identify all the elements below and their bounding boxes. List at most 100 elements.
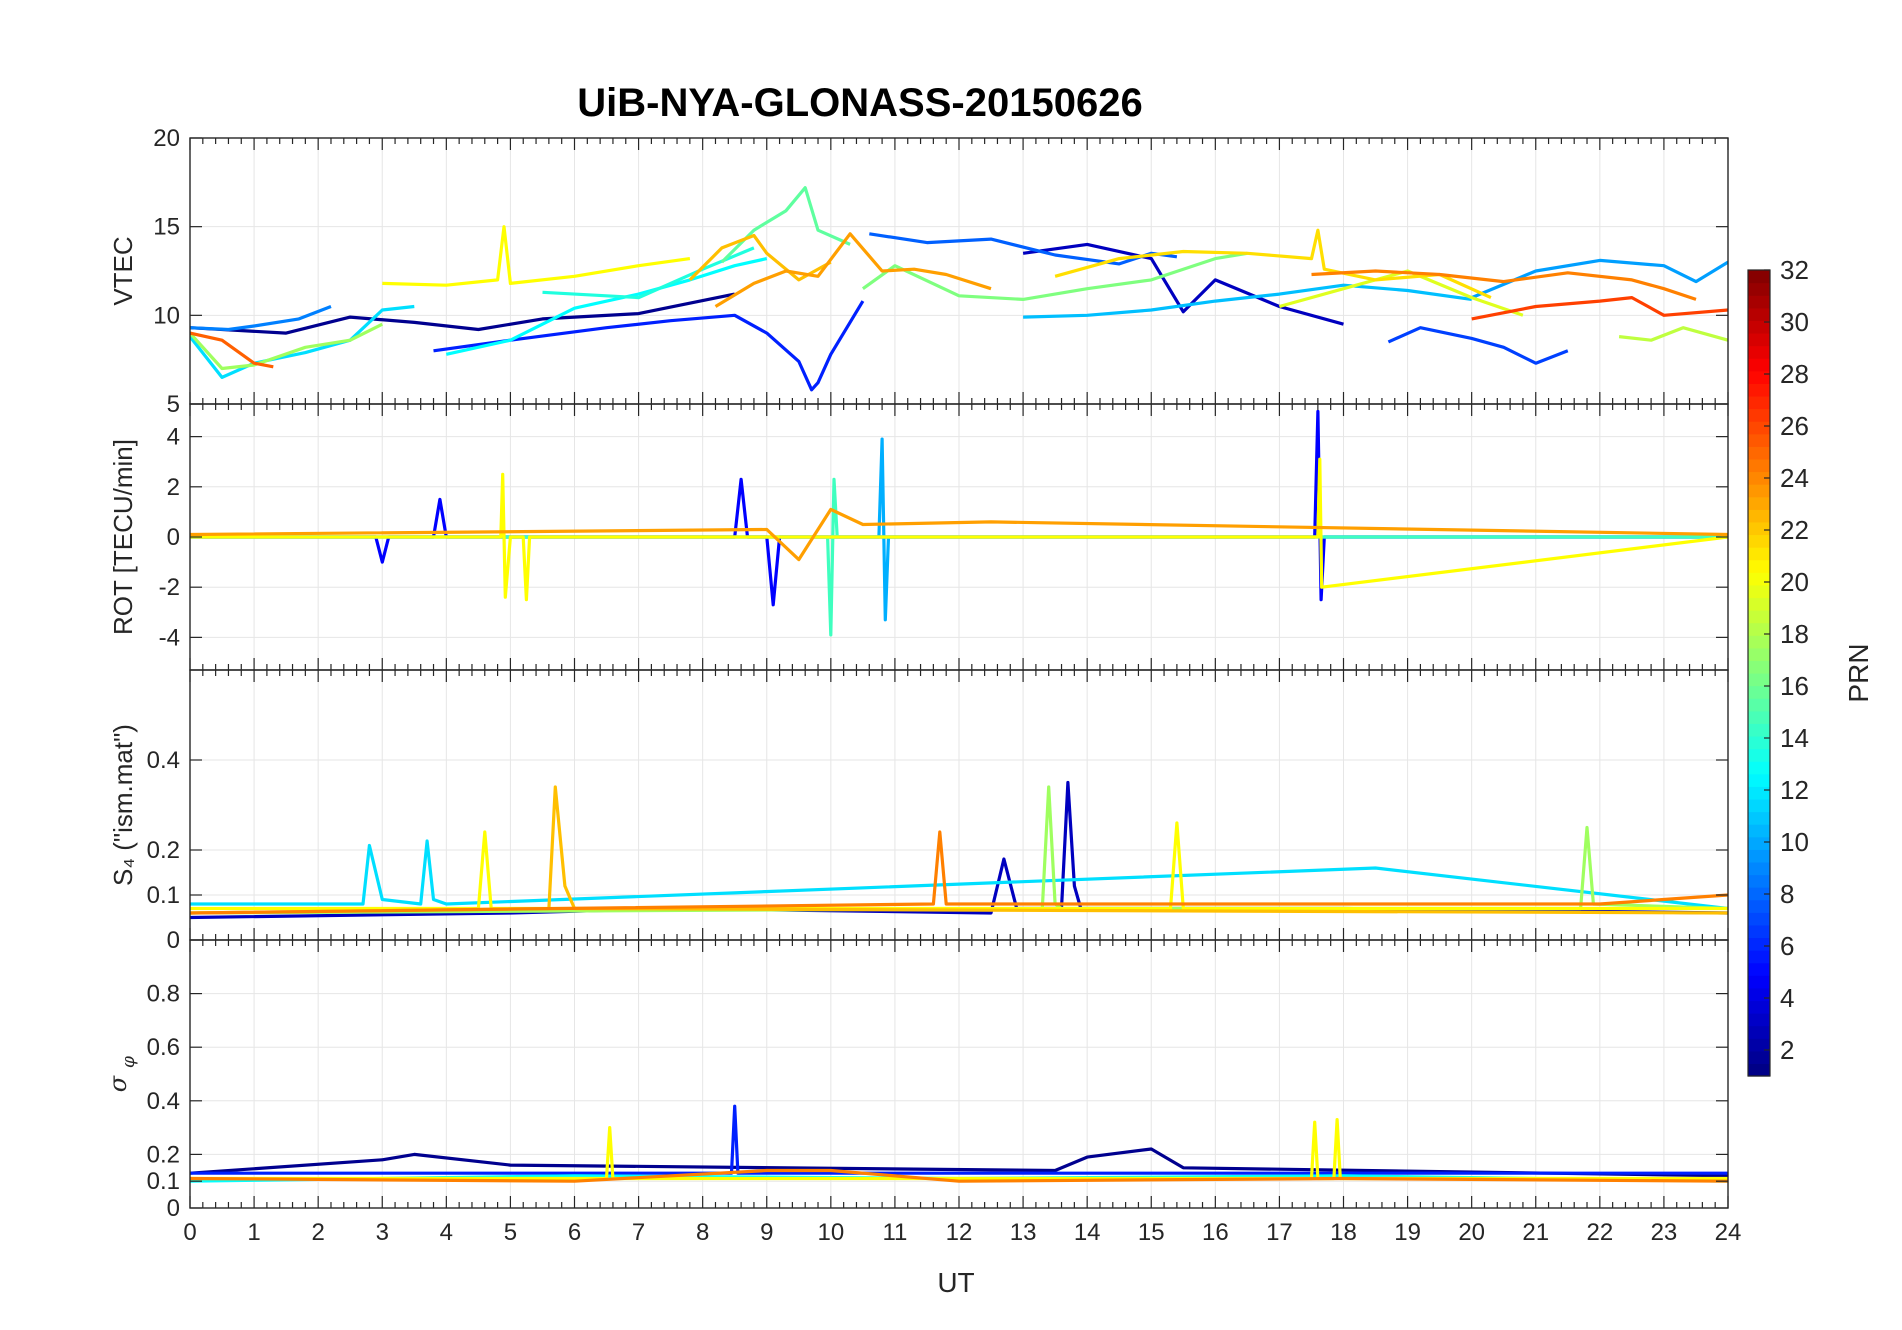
- colorbar-segment: [1748, 433, 1770, 447]
- colorbar-segment: [1748, 471, 1770, 485]
- series-line-prn-26: [1471, 296, 1728, 321]
- colorbar-segment: [1748, 887, 1770, 901]
- colorbar-tick-label: 4: [1780, 983, 1794, 1013]
- colorbar-segment: [1748, 899, 1770, 913]
- colorbar-segment: [1748, 295, 1770, 309]
- y-axis-label-vtec: VTEC: [108, 236, 138, 305]
- series-line-prn-24: [190, 1168, 1728, 1183]
- series-line-prn-13: [542, 246, 755, 300]
- colorbar-segment: [1748, 547, 1770, 561]
- colorbar-segment: [1748, 320, 1770, 334]
- series-group-sigma_phi: [190, 1104, 1728, 1183]
- colorbar-segment: [1748, 912, 1770, 926]
- series-line-prn-20: [382, 225, 691, 287]
- colorbar-segment: [1748, 723, 1770, 737]
- colorbar-segment: [1748, 521, 1770, 536]
- colorbar-segment: [1748, 861, 1770, 876]
- y-tick-label: 0.1: [147, 882, 180, 909]
- colorbar-segment: [1748, 270, 1770, 284]
- colorbar-segment: [1748, 773, 1770, 787]
- grid-vtec: [189, 137, 1729, 405]
- x-tick-label: 6: [568, 1219, 581, 1246]
- colorbar-segment: [1748, 358, 1770, 372]
- series-line-prn-20: [190, 457, 1728, 602]
- colorbar-segment: [1748, 975, 1770, 989]
- x-tick-label: 13: [1010, 1219, 1037, 1246]
- y-tick-label: 4: [167, 424, 180, 451]
- colorbar-tick-label: 18: [1780, 619, 1809, 649]
- series-line-prn-24: [190, 830, 1728, 915]
- colorbar-segment: [1748, 534, 1770, 548]
- colorbar-segment: [1748, 572, 1770, 586]
- colorbar-tick-label: 10: [1780, 827, 1809, 857]
- x-tick-label: 19: [1394, 1219, 1421, 1246]
- colorbar-segment: [1748, 1050, 1770, 1065]
- colorbar-segment: [1748, 710, 1770, 724]
- series-line-prn-19: [1278, 269, 1524, 317]
- series-group-vtec: [190, 186, 1728, 392]
- x-tick-label: 12: [946, 1219, 973, 1246]
- x-tick-label: 18: [1330, 1219, 1357, 1246]
- series-line-prn-25: [190, 331, 274, 369]
- series-line-prn-23: [190, 507, 1728, 562]
- series-line-prn-4: [433, 300, 865, 392]
- colorbar-segment: [1748, 584, 1770, 599]
- colorbar-tick-label: 14: [1780, 723, 1809, 753]
- series-line-prn-1: [190, 292, 736, 335]
- colorbar-segment: [1748, 496, 1770, 510]
- y-tick-label: 0.8: [147, 981, 180, 1008]
- x-tick-label: 9: [760, 1219, 773, 1246]
- x-tick-label: 1: [247, 1219, 260, 1246]
- x-tick-label: 20: [1458, 1219, 1485, 1246]
- x-tick-label: 23: [1651, 1219, 1678, 1246]
- colorbar-tick-label: 6: [1780, 931, 1794, 961]
- colorbar-segment: [1748, 1063, 1770, 1077]
- series-line-prn-7: [190, 305, 332, 332]
- colorbar-label: PRN: [1843, 643, 1874, 702]
- colorbar-segment: [1748, 395, 1770, 410]
- series-line-prn-15: [720, 186, 851, 264]
- series-line-prn-5: [1387, 326, 1569, 365]
- x-tick-label: 15: [1138, 1219, 1165, 1246]
- colorbar-segment: [1748, 748, 1770, 762]
- colorbar-tick-label: 28: [1780, 359, 1809, 389]
- y-axis-label-rot: ROT [TECU/min]: [108, 439, 138, 635]
- ticks-s4: [189, 670, 1729, 941]
- colorbar-segment: [1748, 937, 1770, 951]
- colorbar-segment: [1748, 446, 1770, 460]
- x-tick-label: 3: [376, 1219, 389, 1246]
- y-tick-label: 20: [153, 125, 180, 152]
- y-tick-label: 15: [153, 214, 180, 241]
- x-tick-label: 17: [1266, 1219, 1293, 1246]
- panel-vtec: 5 10 15 20 VTEC: [108, 125, 1729, 418]
- colorbar-segment: [1748, 660, 1770, 674]
- series-line-prn-24: [1311, 269, 1697, 301]
- panel-s4: 0 0.1 0.2 0.4 S₄ ("ism.mat"): [108, 669, 1729, 954]
- x-tick-label: 14: [1074, 1219, 1101, 1246]
- colorbar-segment: [1748, 307, 1770, 321]
- ticks-sigma_phi: [189, 940, 1729, 1209]
- series-line-prn-20: [190, 1117, 1728, 1181]
- colorbar-segment: [1748, 370, 1770, 384]
- y-tick-label: 0: [167, 524, 180, 551]
- y-tick-label: 0: [167, 927, 180, 954]
- colorbar-tick-label: 30: [1780, 307, 1809, 337]
- y-tick-label: 0.2: [147, 837, 180, 864]
- x-axis-label: UT: [937, 1267, 974, 1298]
- y-axis-label-s4: S₄ ("ism.mat"): [108, 724, 138, 886]
- colorbar-segment: [1748, 635, 1770, 649]
- y-tick-label: 0.1: [147, 1168, 180, 1195]
- y-tick-label: -2: [159, 574, 180, 601]
- series-line-prn-10: [1023, 283, 1472, 319]
- y-tick-label: 0.4: [147, 1088, 180, 1115]
- colorbar-segment: [1748, 962, 1770, 976]
- series-group-s4: [190, 780, 1728, 920]
- colorbar-tick-label: 20: [1780, 567, 1809, 597]
- series-line-prn-23: [714, 232, 992, 308]
- colorbar-segment: [1748, 950, 1770, 964]
- colorbar-box: [1747, 269, 1771, 1077]
- colorbar-segment: [1748, 1038, 1770, 1052]
- series-line-prn-21: [1054, 228, 1492, 300]
- y-tick-label: 5: [167, 391, 180, 418]
- x-tick-label: 11: [882, 1219, 907, 1246]
